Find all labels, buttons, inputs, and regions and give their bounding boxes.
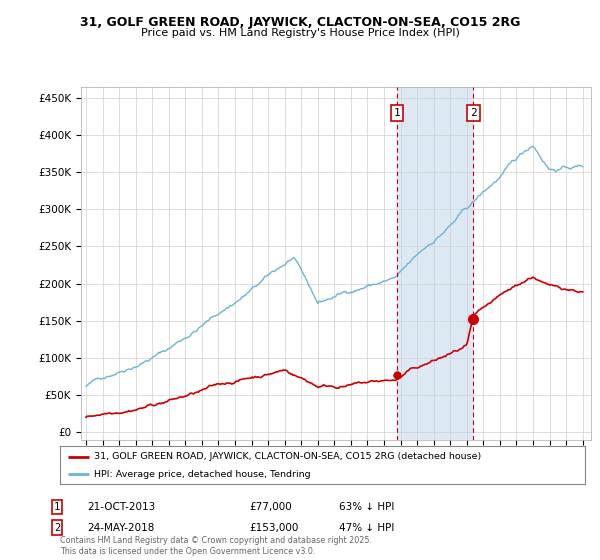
Text: HPI: Average price, detached house, Tendring: HPI: Average price, detached house, Tend…: [94, 470, 311, 479]
Text: 31, GOLF GREEN ROAD, JAYWICK, CLACTON-ON-SEA, CO15 2RG (detached house): 31, GOLF GREEN ROAD, JAYWICK, CLACTON-ON…: [94, 452, 481, 461]
Text: 47% ↓ HPI: 47% ↓ HPI: [339, 522, 394, 533]
Text: £77,000: £77,000: [249, 502, 292, 512]
Text: Contains HM Land Registry data © Crown copyright and database right 2025.
This d: Contains HM Land Registry data © Crown c…: [60, 536, 372, 556]
Text: 1: 1: [394, 108, 401, 118]
Text: 1: 1: [54, 502, 60, 512]
Text: 21-OCT-2013: 21-OCT-2013: [87, 502, 155, 512]
Text: 2: 2: [54, 522, 60, 533]
Text: 24-MAY-2018: 24-MAY-2018: [87, 522, 154, 533]
Text: Price paid vs. HM Land Registry's House Price Index (HPI): Price paid vs. HM Land Registry's House …: [140, 28, 460, 38]
Text: £153,000: £153,000: [249, 522, 298, 533]
Text: 63% ↓ HPI: 63% ↓ HPI: [339, 502, 394, 512]
Text: 2: 2: [470, 108, 477, 118]
Text: 31, GOLF GREEN ROAD, JAYWICK, CLACTON-ON-SEA, CO15 2RG: 31, GOLF GREEN ROAD, JAYWICK, CLACTON-ON…: [80, 16, 520, 29]
Bar: [397, 87, 473, 440]
